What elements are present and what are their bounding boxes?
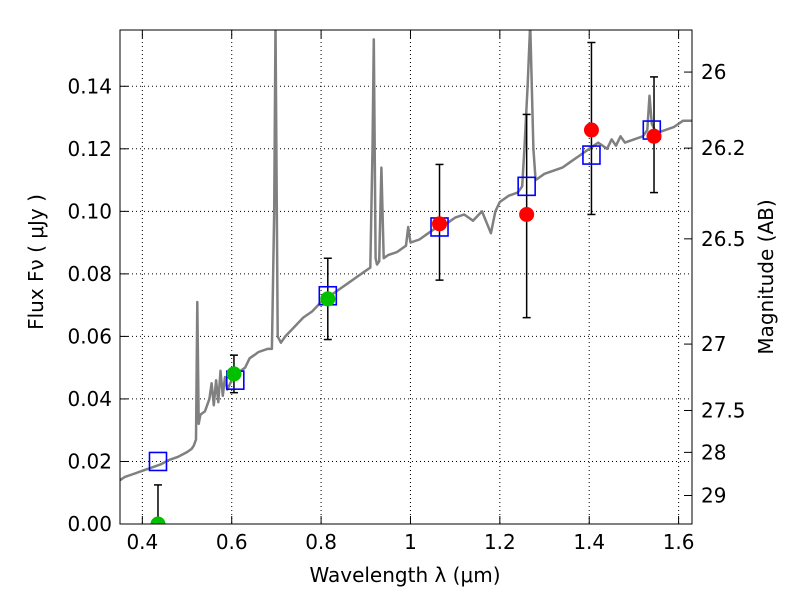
ticks: 0.4 0.6 0.8 1 1.2 1.4 1.6 0.00 0.02 0.04 0.06 0.08 0… [67, 30, 746, 554]
right-tick-label: 26.2 [701, 136, 746, 160]
spectrum-line [120, 30, 692, 482]
right-tick-label: 26 [701, 60, 726, 84]
observed-circle-point [432, 216, 448, 232]
y-tick-label: 0.06 [67, 324, 112, 348]
right-axis-title: Magnitude (AB) [754, 199, 778, 354]
right-tick-label: 26.5 [701, 227, 746, 251]
x-tick-label: 0.8 [305, 530, 337, 554]
observed-circle-point [320, 291, 336, 307]
plot-content [120, 30, 692, 524]
y-tick-label: 0.00 [67, 512, 112, 536]
y-tick-label: 0.08 [67, 262, 112, 286]
x-tick-label: 1.6 [663, 530, 695, 554]
model-square-point [517, 176, 536, 197]
observed-circle-point [150, 516, 166, 524]
plot-area [120, 30, 692, 524]
x-axis-title: Wavelength λ (μm) [309, 563, 500, 587]
x-tick-label: 0.4 [126, 530, 158, 554]
y-tick-label: 0.14 [67, 74, 112, 98]
x-tick-label: 1.2 [484, 530, 516, 554]
right-tick-label: 27 [701, 332, 726, 356]
y-tick-label: 0.10 [67, 199, 112, 223]
x-tick-label: 1.4 [573, 530, 605, 554]
right-tick-label: 27.5 [701, 398, 746, 422]
y-tick-label: 0.12 [67, 137, 112, 161]
model-square-point [148, 451, 168, 472]
observed-circle-point [646, 128, 662, 144]
x-tick-label: 0.6 [216, 530, 248, 554]
plot-frame [119, 29, 693, 525]
y-axis-title: Flux Fν ( μJy ) [24, 194, 48, 330]
x-tick-label: 1 [404, 530, 417, 554]
y-tick-label: 0.04 [67, 387, 112, 411]
observed-circle-point [519, 206, 535, 222]
observed-circle-point [583, 122, 599, 138]
model-square-point [582, 145, 601, 165]
observed-circle-point [226, 366, 242, 382]
right-tick-label: 29 [701, 483, 726, 507]
y-tick-label: 0.02 [67, 449, 112, 473]
right-tick-label: 28 [701, 440, 726, 464]
